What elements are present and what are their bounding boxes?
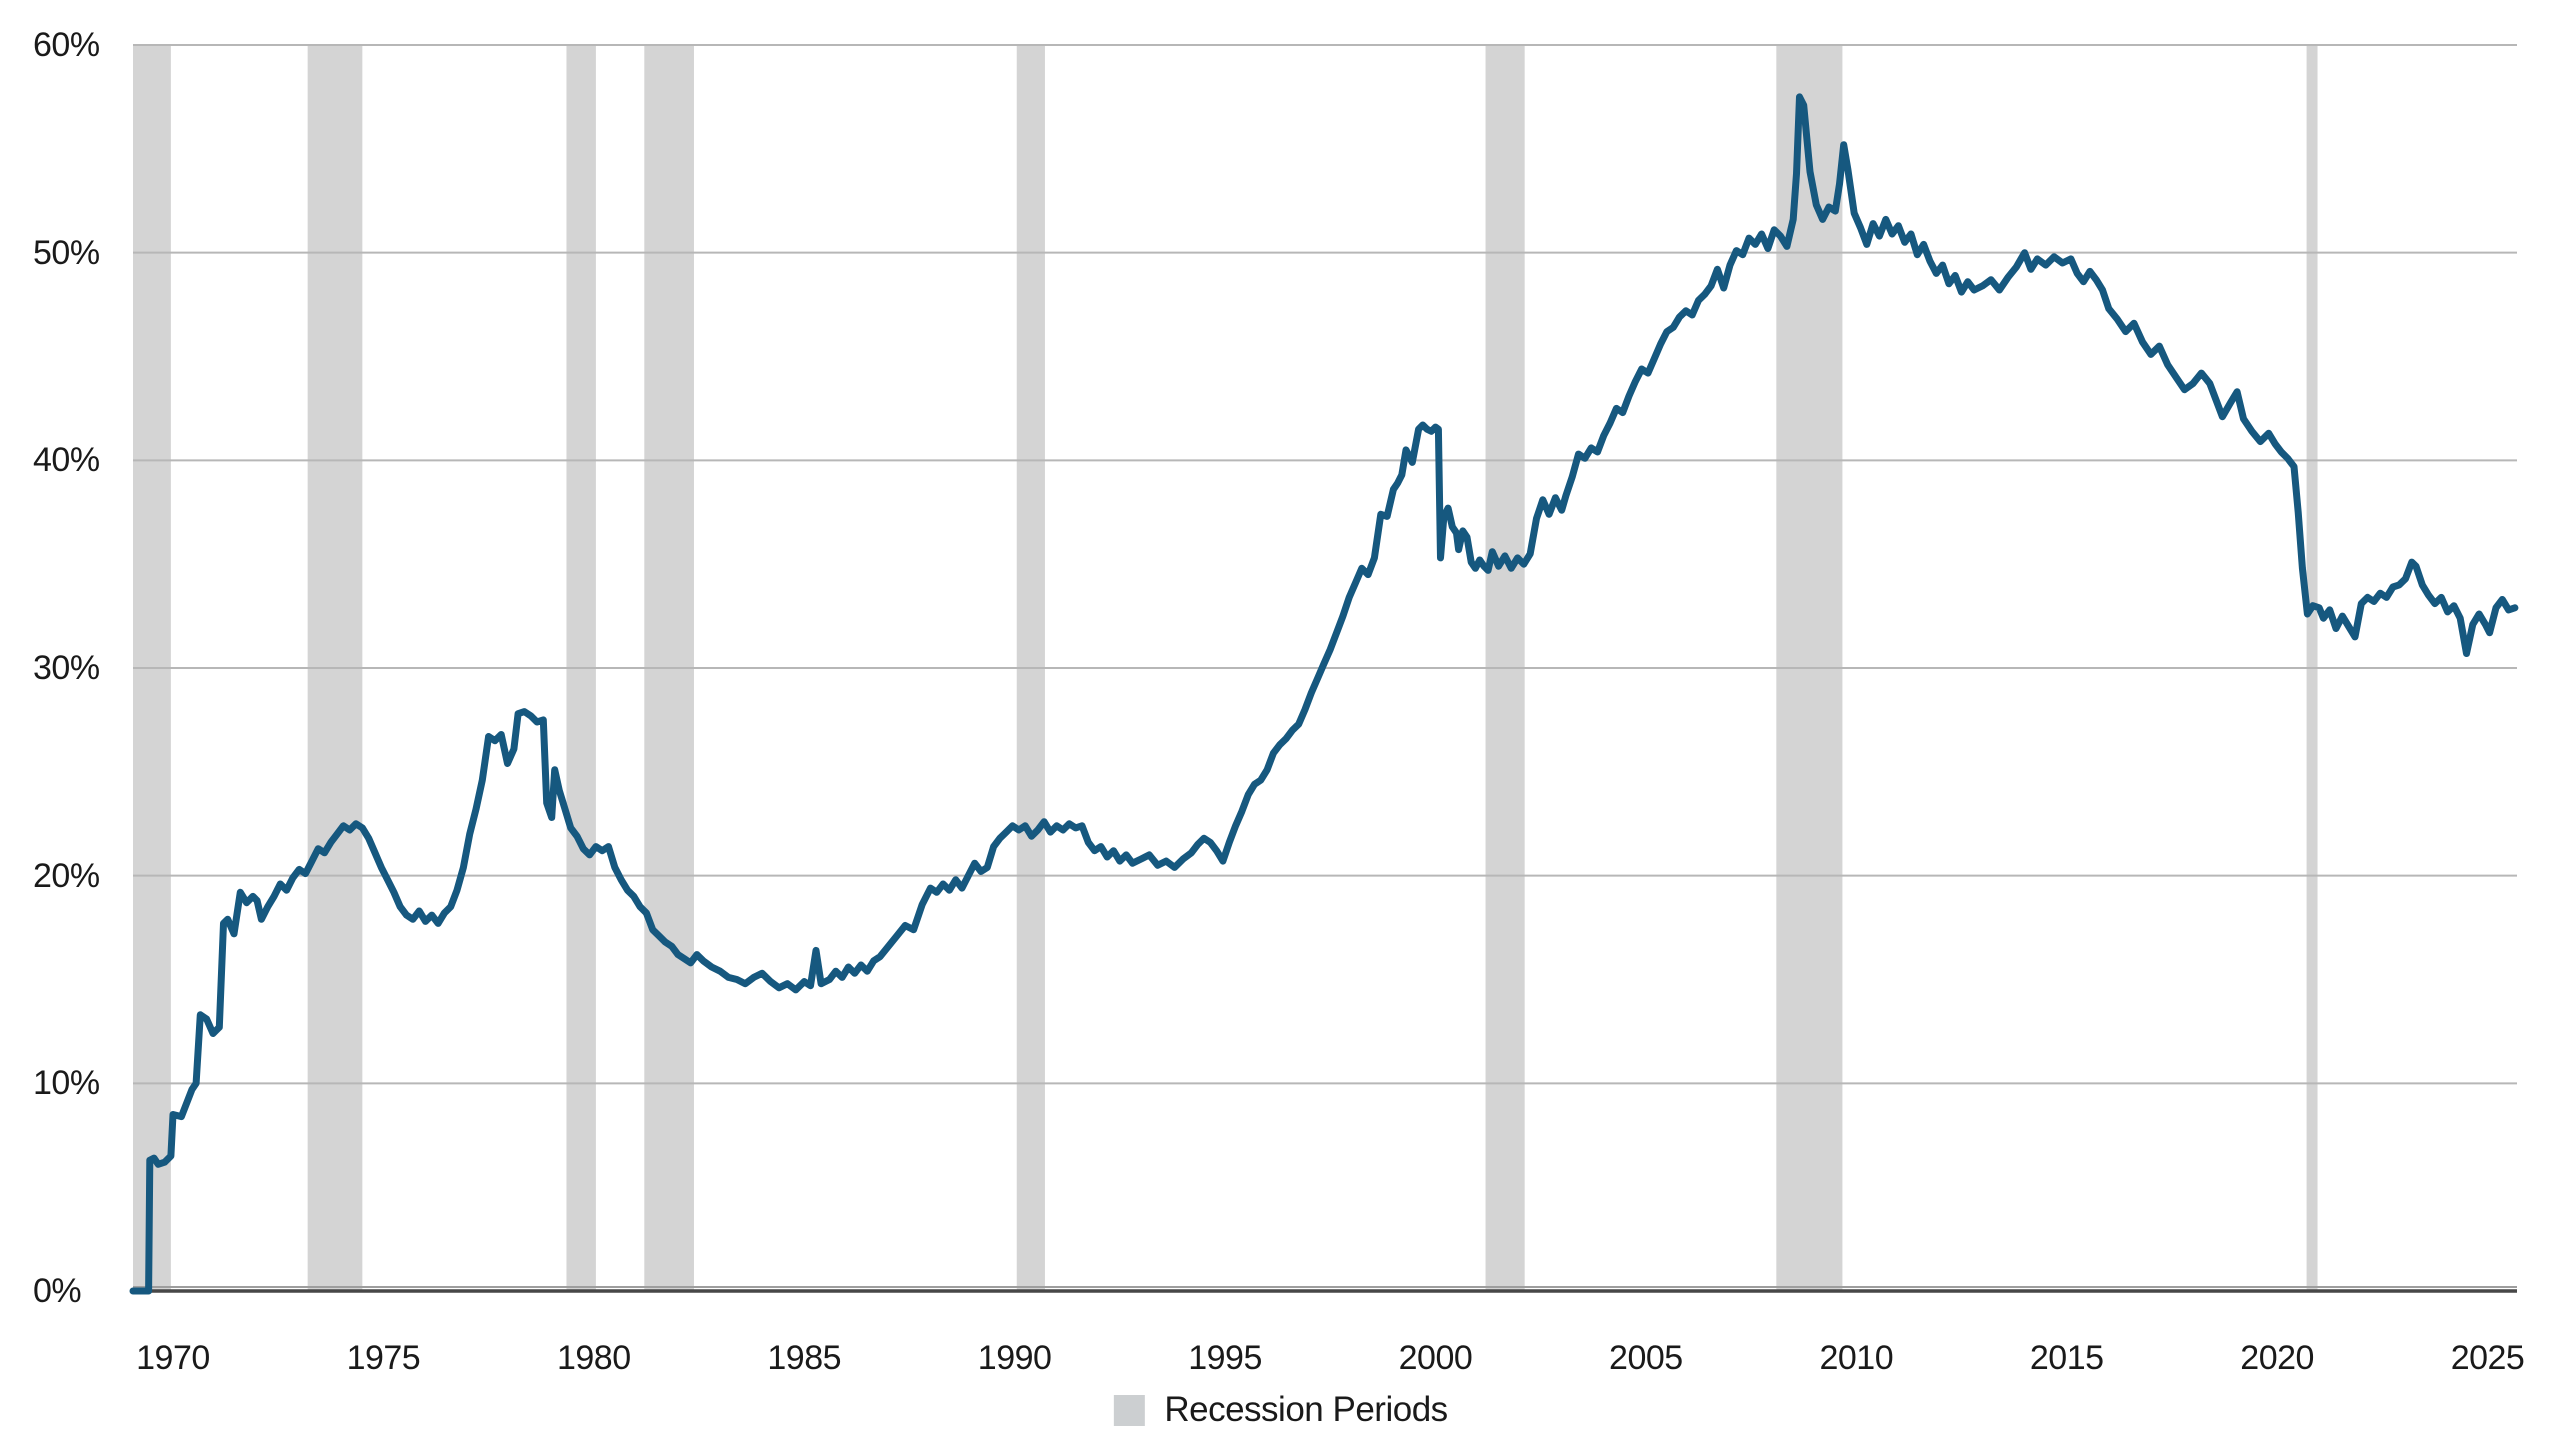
x-axis-label: 2010 xyxy=(1819,1339,1894,1377)
x-axis-label: 1975 xyxy=(346,1339,421,1377)
y-axis-label: 0% xyxy=(33,1272,82,1310)
x-axis-label: 1990 xyxy=(977,1339,1052,1377)
legend: Recession Periods xyxy=(1113,1390,1448,1430)
x-axis-label: 2020 xyxy=(2240,1339,2314,1377)
x-axis-label: 2025 xyxy=(2450,1339,2525,1377)
y-axis-label: 40% xyxy=(33,441,100,480)
x-axis-label: 1980 xyxy=(556,1339,631,1377)
y-axis-label: 50% xyxy=(33,233,100,272)
x-axis-label: 2015 xyxy=(2029,1339,2104,1377)
x-axis-label: 2000 xyxy=(1398,1339,1473,1377)
legend-label: Recession Periods xyxy=(1164,1390,1448,1429)
x-axis-label: 1995 xyxy=(1188,1339,1262,1377)
y-axis-label: 20% xyxy=(33,856,100,895)
legend-swatch-recession-icon xyxy=(1113,1394,1145,1426)
y-axis-label: 60% xyxy=(33,26,100,64)
x-axis-label: 1985 xyxy=(767,1339,842,1377)
y-axis-label: 10% xyxy=(33,1064,100,1103)
x-axis-label: 1970 xyxy=(136,1339,210,1377)
x-axis-label: 2005 xyxy=(1609,1339,1683,1377)
y-axis-label: 30% xyxy=(33,649,100,687)
data-line-series-1 xyxy=(129,93,2519,1295)
